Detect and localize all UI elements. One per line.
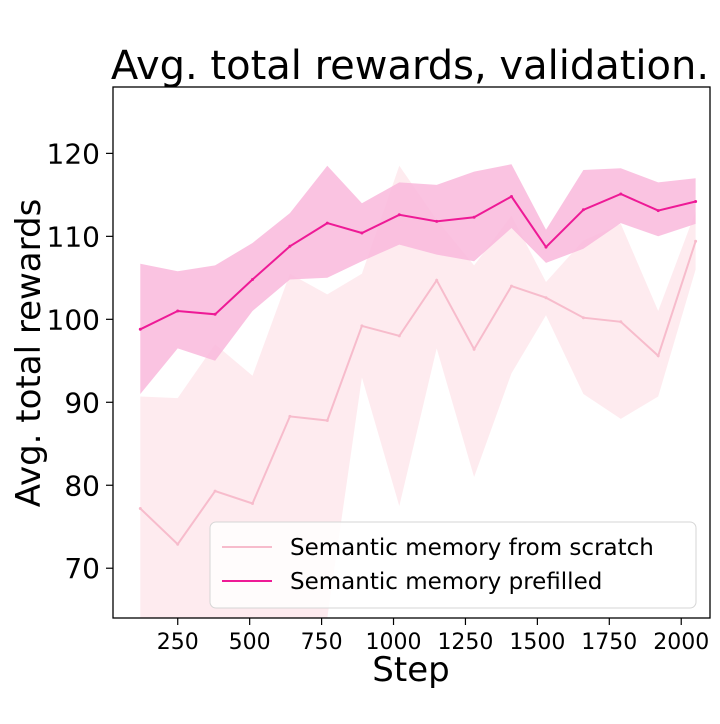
x-axis-label: Step: [372, 650, 449, 690]
legend-label-scratch: Semantic memory from scratch: [290, 535, 654, 561]
point-scratch: [360, 324, 364, 328]
y-tick-label: 110: [47, 220, 100, 253]
point-scratch: [138, 507, 142, 510]
point-scratch: [694, 239, 698, 243]
line-prefilled: [139, 192, 696, 331]
y-tick-label: 100: [47, 303, 100, 336]
plot-clip-group: [138, 164, 698, 618]
x-tick-label: 2000: [653, 630, 709, 655]
line-scratch: [139, 240, 697, 546]
point-prefilled: [581, 208, 585, 212]
point-prefilled: [213, 312, 217, 316]
plot-area: [138, 164, 698, 618]
point-prefilled: [288, 244, 292, 248]
point-prefilled: [138, 327, 142, 331]
point-scratch: [581, 316, 585, 320]
plot-frame: [112, 86, 711, 619]
y-axis-label: Avg. total rewards: [9, 199, 49, 508]
point-scratch: [544, 296, 548, 300]
y-tick-label: 70: [64, 552, 100, 585]
x-tick-label: 1750: [581, 630, 637, 655]
legend-label-prefilled: Semantic memory prefilled: [290, 569, 602, 595]
point-prefilled: [510, 195, 513, 198]
point-scratch: [435, 278, 439, 282]
x-tick-label: 750: [301, 630, 343, 655]
point-scratch: [325, 419, 329, 422]
point-prefilled: [694, 200, 698, 203]
legend-box: [209, 521, 697, 609]
y-tick-label: 90: [64, 386, 100, 419]
point-prefilled: [251, 278, 254, 281]
x-tick-label: 500: [229, 630, 271, 655]
x-tick-label: 250: [157, 630, 199, 655]
point-scratch: [288, 414, 292, 418]
y-tick-label: 120: [47, 137, 100, 170]
axis-ticks: 250 500 750 1000 1250 1500 1750 2000 70 80 90 100 11…: [47, 137, 710, 655]
point-scratch: [213, 489, 217, 493]
x-tick-label: 1250: [437, 630, 493, 655]
point-prefilled: [176, 309, 180, 313]
point-prefilled: [656, 209, 660, 213]
point-prefilled: [435, 219, 439, 223]
point-scratch: [619, 320, 623, 324]
point-scratch: [656, 354, 660, 358]
point-scratch: [251, 502, 254, 505]
legend: Semantic memory from scratch Semantic me…: [209, 521, 697, 609]
chart-title: Avg. total rewards, validation.: [111, 43, 709, 89]
point-scratch: [397, 334, 401, 338]
point-prefilled: [544, 245, 548, 249]
band-scratch: [140, 165, 696, 618]
point-prefilled: [619, 192, 623, 196]
point-scratch: [176, 542, 180, 546]
x-tick-label: 1000: [366, 630, 422, 655]
band-prefilled: [140, 164, 696, 394]
y-tick-label: 80: [64, 469, 100, 502]
point-prefilled: [360, 231, 364, 235]
point-scratch: [472, 347, 476, 351]
point-scratch: [510, 284, 513, 288]
point-prefilled: [325, 221, 329, 225]
point-prefilled: [397, 213, 401, 217]
point-prefilled: [472, 215, 476, 219]
x-tick-label: 1500: [509, 630, 565, 655]
